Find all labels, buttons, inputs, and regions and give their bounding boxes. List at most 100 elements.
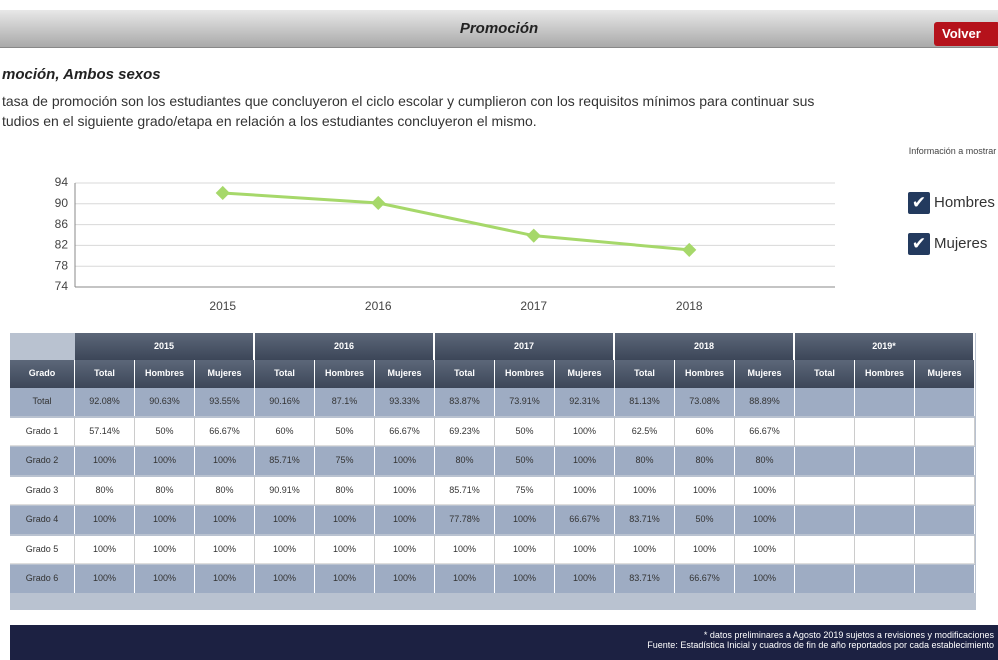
table-cell: 2016 — [255, 333, 435, 360]
table-cell: Total — [795, 360, 855, 388]
table-cell: 100% — [435, 565, 495, 593]
table-cell: Grado 5 — [10, 535, 75, 564]
table-cell: 100% — [615, 535, 675, 564]
y-tick-label: 78 — [55, 258, 69, 272]
table-cell: Mujeres — [195, 360, 255, 388]
table-cell — [915, 447, 975, 475]
table-cell: 77.78% — [435, 506, 495, 534]
table-cell: Mujeres — [375, 360, 435, 388]
table-cell: 100% — [255, 506, 315, 534]
table-cell: 100% — [75, 506, 135, 534]
table-cell: 2018 — [615, 333, 795, 360]
table-cell: 100% — [435, 535, 495, 564]
table-cell: 100% — [255, 535, 315, 564]
table-cell — [915, 476, 975, 505]
table-cell: 66.67% — [675, 565, 735, 593]
table-cell: 100% — [75, 535, 135, 564]
table-cell: 100% — [735, 476, 795, 505]
table-cell: 100% — [75, 565, 135, 593]
table-cell: 93.55% — [195, 388, 255, 416]
y-tick-label: 86 — [55, 217, 69, 231]
table-cell: 83.87% — [435, 388, 495, 416]
table-cell: 80% — [315, 476, 375, 505]
table-cell: 100% — [135, 506, 195, 534]
table-cell: 100% — [555, 417, 615, 446]
table-cell: 50% — [315, 417, 375, 446]
table-cell: 100% — [375, 565, 435, 593]
line — [222, 191, 690, 252]
table-cell: 90.63% — [135, 388, 195, 416]
table-cell: 100% — [375, 447, 435, 475]
back-button[interactable]: Volver — [934, 22, 998, 46]
table-cell: 100% — [315, 535, 375, 564]
table-cell: 73.08% — [675, 388, 735, 416]
table-cell: 60% — [255, 417, 315, 446]
table-cell: 75% — [315, 447, 375, 475]
y-tick-label: 94 — [55, 175, 69, 189]
table-cell: 100% — [135, 447, 195, 475]
table-cell — [855, 447, 915, 475]
table-cell: Hombres — [135, 360, 195, 388]
table-cell: 100% — [675, 476, 735, 505]
point — [682, 242, 697, 257]
table-cell — [855, 535, 915, 564]
table-cell: Total — [255, 360, 315, 388]
table-cell — [855, 565, 915, 593]
table-cell: 90.16% — [255, 388, 315, 416]
table-cell: 100% — [195, 565, 255, 593]
table-cell: 80% — [675, 447, 735, 475]
table-cell: Grado 6 — [10, 565, 75, 593]
y-tick-label: 82 — [55, 238, 69, 252]
table-cell: Grado 3 — [10, 476, 75, 505]
checkbox[interactable]: ✔ — [908, 192, 930, 214]
table-cell: 80% — [135, 476, 195, 505]
description: tudios en el siguiente grado/etapa en re… — [2, 113, 537, 129]
table-cell: Total — [615, 360, 675, 388]
table-cell — [915, 535, 975, 564]
table-cell: Mujeres — [915, 360, 975, 388]
checkbox[interactable]: ✔ — [908, 233, 930, 255]
table-cell: 100% — [195, 506, 255, 534]
table-cell: 80% — [435, 447, 495, 475]
table-cell: 100% — [495, 535, 555, 564]
table-cell: 100% — [255, 565, 315, 593]
table-cell: 100% — [675, 535, 735, 564]
table-cell: 80% — [735, 447, 795, 475]
table-cell: 66.67% — [735, 417, 795, 446]
table-cell: 85.71% — [435, 476, 495, 505]
table-cell: 100% — [735, 506, 795, 534]
table-cell: 83.71% — [615, 565, 675, 593]
table-cell: 100% — [195, 447, 255, 475]
table-cell: 100% — [135, 565, 195, 593]
panel-title: Información a mostrar — [908, 146, 997, 156]
table-cell — [855, 388, 915, 416]
table-cell: 100% — [555, 535, 615, 564]
table-cell — [795, 535, 855, 564]
subtitle: moción, Ambos sexos — [2, 66, 161, 83]
table-cell: 92.08% — [75, 388, 135, 416]
table-cell: 80% — [75, 476, 135, 505]
table-cell: 60% — [675, 417, 735, 446]
point — [526, 228, 541, 243]
table-cell: 100% — [195, 535, 255, 564]
table-cell: 100% — [135, 535, 195, 564]
y-tick-label: 74 — [55, 279, 69, 293]
table-cell: 62.5% — [615, 417, 675, 446]
table-cell: 2019* — [795, 333, 975, 360]
checkbox-label[interactable]: Mujeres — [934, 235, 988, 252]
table-cell: Grado 1 — [10, 417, 75, 446]
table-cell: 90.91% — [255, 476, 315, 505]
table-cell: 80% — [615, 447, 675, 475]
table-cell: Total — [435, 360, 495, 388]
checkbox-label[interactable]: Hombres — [934, 194, 995, 211]
point — [371, 195, 386, 211]
table-cell: Grado 2 — [10, 447, 75, 475]
table-cell: 73.91% — [495, 388, 555, 416]
table-cell: 100% — [495, 565, 555, 593]
footer-source: Fuente: Estadística Inicial y cuadros de… — [647, 640, 994, 650]
table-cell: 87.1% — [315, 388, 375, 416]
table-cell: 100% — [315, 565, 375, 593]
table-cell: 88.89% — [735, 388, 795, 416]
table-cell: Hombres — [495, 360, 555, 388]
